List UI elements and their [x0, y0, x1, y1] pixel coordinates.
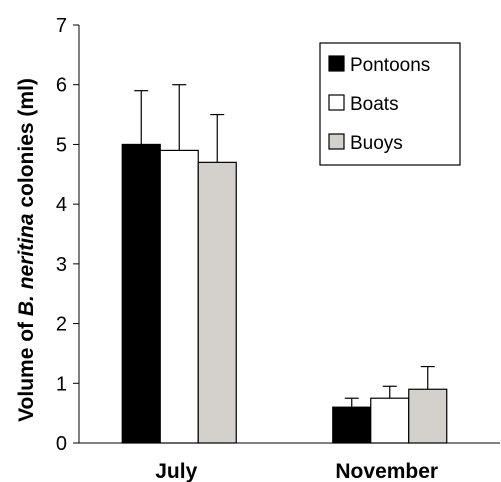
y-axis-title-part: colonies (ml): [15, 78, 38, 213]
y-tick-label: 4: [56, 194, 67, 216]
legend-swatch-pontoons: [328, 55, 345, 72]
y-axis-title: Volume of B. neritina colonies (ml): [15, 78, 38, 422]
plot-area: 0 1 2 3 4 5 6 7 July November: [56, 15, 500, 482]
y-tick-label: 0: [56, 433, 67, 455]
bar-boats: [370, 397, 410, 444]
legend-label: Boats: [350, 94, 399, 115]
y-tick-label: 3: [56, 254, 67, 276]
legend-label: Pontoons: [350, 55, 430, 76]
y-axis-title-part: Volume of: [15, 316, 38, 422]
x-category-label: July: [155, 460, 197, 482]
legend-swatch-boats: [328, 94, 345, 111]
bar-pontoons: [332, 406, 372, 444]
y-tick-label: 2: [56, 314, 67, 336]
y-tick-label: 5: [56, 134, 67, 156]
legend-label: Buoys: [350, 133, 403, 154]
bar-pontoons: [121, 143, 161, 444]
bar-boats: [159, 149, 199, 444]
y-tick-label: 6: [56, 75, 67, 97]
bar-buoys: [197, 161, 237, 444]
legend-swatch-buoys: [328, 133, 345, 150]
legend: Pontoons Boats Buoys: [319, 42, 461, 166]
y-tick-label: 7: [56, 15, 67, 37]
y-tick-label: 1: [56, 373, 67, 395]
bar-buoys: [408, 388, 448, 444]
y-axis-title-species: B. neritina: [15, 213, 38, 316]
x-category-label: November: [335, 460, 438, 482]
